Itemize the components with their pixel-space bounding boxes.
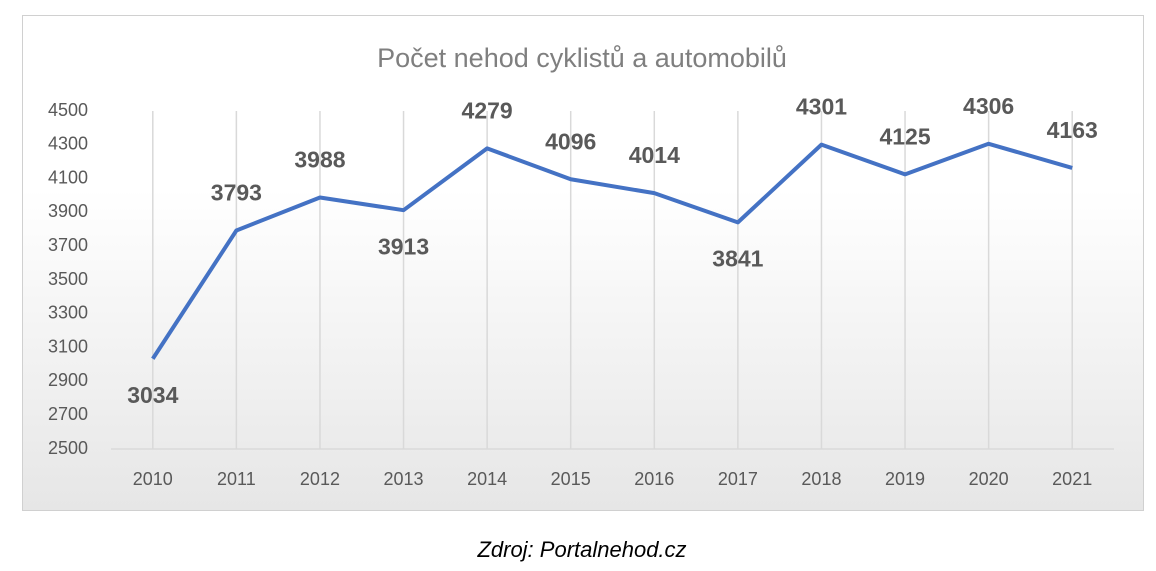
data-label: 4301 bbox=[796, 94, 847, 120]
x-tick-label: 2013 bbox=[384, 469, 424, 489]
data-label: 3841 bbox=[712, 245, 763, 271]
data-label: 3988 bbox=[294, 147, 345, 173]
y-tick-label: 2900 bbox=[48, 370, 88, 390]
data-label: 3034 bbox=[127, 382, 178, 408]
chart-title: Počet nehod cyklistů a automobilů bbox=[377, 43, 787, 73]
data-label: 3793 bbox=[211, 180, 262, 206]
y-tick-label: 2500 bbox=[48, 438, 88, 458]
data-label: 4163 bbox=[1047, 117, 1098, 143]
x-tick-label: 2020 bbox=[969, 469, 1009, 489]
x-tick-label: 2015 bbox=[551, 469, 591, 489]
y-tick-label: 3700 bbox=[48, 235, 88, 255]
y-tick-label: 3500 bbox=[48, 269, 88, 289]
y-tick-label: 3300 bbox=[48, 303, 88, 323]
x-tick-label: 2021 bbox=[1052, 469, 1092, 489]
y-tick-label: 3900 bbox=[48, 201, 88, 221]
data-label: 4279 bbox=[462, 97, 513, 123]
data-label: 4096 bbox=[545, 128, 596, 154]
x-tick-label: 2014 bbox=[467, 469, 507, 489]
y-tick-label: 2700 bbox=[48, 404, 88, 424]
x-tick-label: 2010 bbox=[133, 469, 173, 489]
y-tick-label: 4300 bbox=[48, 134, 88, 154]
y-tick-label: 4500 bbox=[48, 100, 88, 120]
data-label: 4014 bbox=[629, 142, 680, 168]
data-label: 3913 bbox=[378, 233, 429, 259]
y-tick-label: 3100 bbox=[48, 336, 88, 356]
x-tick-label: 2011 bbox=[217, 469, 256, 489]
data-label: 4125 bbox=[879, 123, 930, 149]
x-tick-label: 2016 bbox=[634, 469, 674, 489]
x-tick-label: 2018 bbox=[801, 469, 841, 489]
x-tick-label: 2019 bbox=[885, 469, 925, 489]
chart-frame bbox=[22, 15, 1144, 511]
y-tick-label: 4100 bbox=[48, 167, 88, 187]
x-tick-label: 2017 bbox=[718, 469, 758, 489]
data-line bbox=[151, 141, 1073, 360]
x-tick-label: 2012 bbox=[300, 469, 340, 489]
source-caption: Zdroj: Portalnehod.cz bbox=[476, 537, 686, 562]
data-label: 4306 bbox=[963, 93, 1014, 119]
